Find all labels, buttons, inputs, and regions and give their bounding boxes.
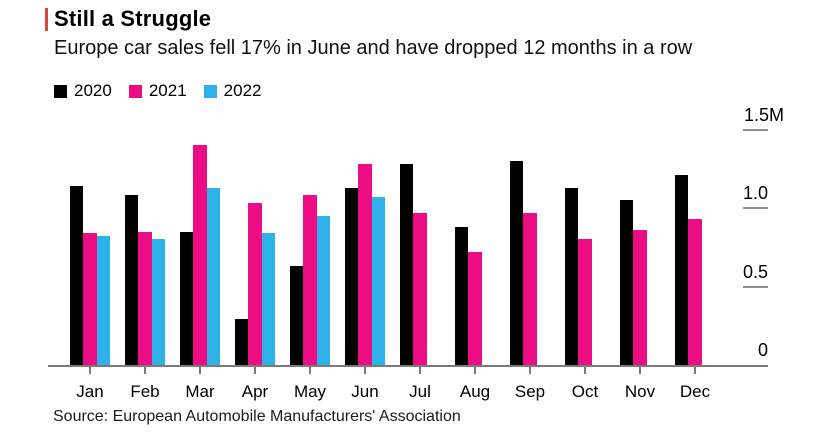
x-axis-label-mar: Mar xyxy=(185,382,215,401)
x-axis-tick xyxy=(89,367,91,374)
bar-2020-apr xyxy=(234,319,249,365)
x-axis-line xyxy=(48,365,768,367)
chart-title: Still a Struggle xyxy=(54,6,212,31)
bar-2020-oct xyxy=(564,188,579,365)
x-axis-label-jun: Jun xyxy=(351,382,379,401)
x-axis-label-jan: Jan xyxy=(76,382,104,401)
bar-group-jul xyxy=(399,130,441,365)
bar-2020-jan xyxy=(69,186,84,365)
bar-2021-jul xyxy=(413,213,427,365)
bar-group-oct xyxy=(564,130,606,365)
bar-group-feb xyxy=(124,130,166,365)
chart-legend: 2020 2021 2022 xyxy=(54,81,261,101)
x-axis-tick xyxy=(639,367,641,374)
source-caption: Source: European Automobile Manufacturer… xyxy=(53,408,461,425)
y-axis-label: 0 xyxy=(757,340,768,360)
bar-2022-feb xyxy=(151,239,166,365)
bar-2021-apr xyxy=(248,203,262,365)
x-axis-tick xyxy=(694,367,696,374)
bar-2020-may xyxy=(289,266,304,365)
legend-item-2022: 2022 xyxy=(203,81,262,101)
x-axis-tick xyxy=(584,367,586,374)
x-axis-tick xyxy=(529,367,531,374)
legend-swatch-icon xyxy=(128,84,142,98)
bar-2020-sep xyxy=(509,161,524,365)
y-axis-label: 1.5M xyxy=(743,104,784,125)
x-axis-label-apr: Apr xyxy=(241,382,269,401)
bar-2020-mar xyxy=(179,232,194,365)
bar-2022-jan xyxy=(96,236,111,365)
legend-label: 2021 xyxy=(148,81,187,100)
bar-2020-nov xyxy=(619,200,634,365)
x-axis-tick xyxy=(144,367,146,374)
bar-group-dec xyxy=(674,130,716,365)
legend-item-2021: 2021 xyxy=(128,81,187,101)
x-axis-label-sep: Sep xyxy=(514,382,546,401)
bar-2021-aug xyxy=(468,252,482,365)
x-axis-label-oct: Oct xyxy=(571,382,599,401)
x-axis-label-jul: Jul xyxy=(409,382,431,401)
bar-group-aug xyxy=(454,130,496,365)
bar-2021-feb xyxy=(138,232,152,365)
bar-2021-oct xyxy=(578,239,592,365)
y-axis-label: 1.0 xyxy=(742,183,768,203)
bar-2021-nov xyxy=(633,230,647,365)
x-axis-tick xyxy=(474,367,476,374)
bar-2021-jan xyxy=(83,233,97,365)
bar-group-may xyxy=(289,130,331,365)
x-axis-label-feb: Feb xyxy=(130,382,160,401)
legend-item-2020: 2020 xyxy=(54,81,112,101)
bar-2020-aug xyxy=(454,227,469,365)
x-axis-label-dec: Dec xyxy=(679,382,711,401)
bar-2022-apr xyxy=(261,233,276,365)
chart-subtitle: Europe car sales fell 17% in June and ha… xyxy=(54,37,693,59)
bar-2022-may xyxy=(316,216,331,365)
bar-group-mar xyxy=(179,130,221,365)
x-axis-tick xyxy=(309,367,311,374)
y-axis-tick xyxy=(743,285,768,288)
bar-2020-dec xyxy=(674,175,689,365)
y-axis-tick xyxy=(743,207,768,209)
x-axis-tick xyxy=(364,367,366,374)
bar-2020-jun xyxy=(344,188,359,365)
bar-2022-jun xyxy=(371,197,386,365)
x-axis-tick xyxy=(199,367,201,374)
x-axis-label-aug: Aug xyxy=(459,382,491,401)
bar-group-apr xyxy=(234,130,276,365)
x-axis-label-may: May xyxy=(293,382,327,401)
bar-2022-mar xyxy=(206,188,221,365)
bar-group-sep xyxy=(509,130,551,365)
bar-2021-dec xyxy=(688,219,702,365)
x-axis-tick xyxy=(254,367,256,374)
bar-2020-jul xyxy=(399,164,414,365)
legend-swatch-icon xyxy=(54,84,67,98)
y-axis-label: 0.5 xyxy=(742,261,768,282)
bar-2021-may xyxy=(303,195,317,365)
bar-2021-sep xyxy=(523,213,537,365)
bar-group-jun xyxy=(344,130,386,365)
legend-label: 2022 xyxy=(223,81,262,100)
bar-2021-jun xyxy=(358,164,372,365)
legend-label: 2020 xyxy=(74,81,112,100)
accent-red-bar xyxy=(45,8,48,31)
x-axis-label-nov: Nov xyxy=(624,382,656,401)
y-axis-tick xyxy=(743,128,768,131)
x-axis-tick xyxy=(419,367,421,374)
bar-2021-mar xyxy=(193,145,207,365)
bar-group-nov xyxy=(619,130,661,365)
legend-swatch-icon xyxy=(203,84,217,98)
bar-group-jan xyxy=(69,130,111,365)
bar-2020-feb xyxy=(124,195,139,365)
